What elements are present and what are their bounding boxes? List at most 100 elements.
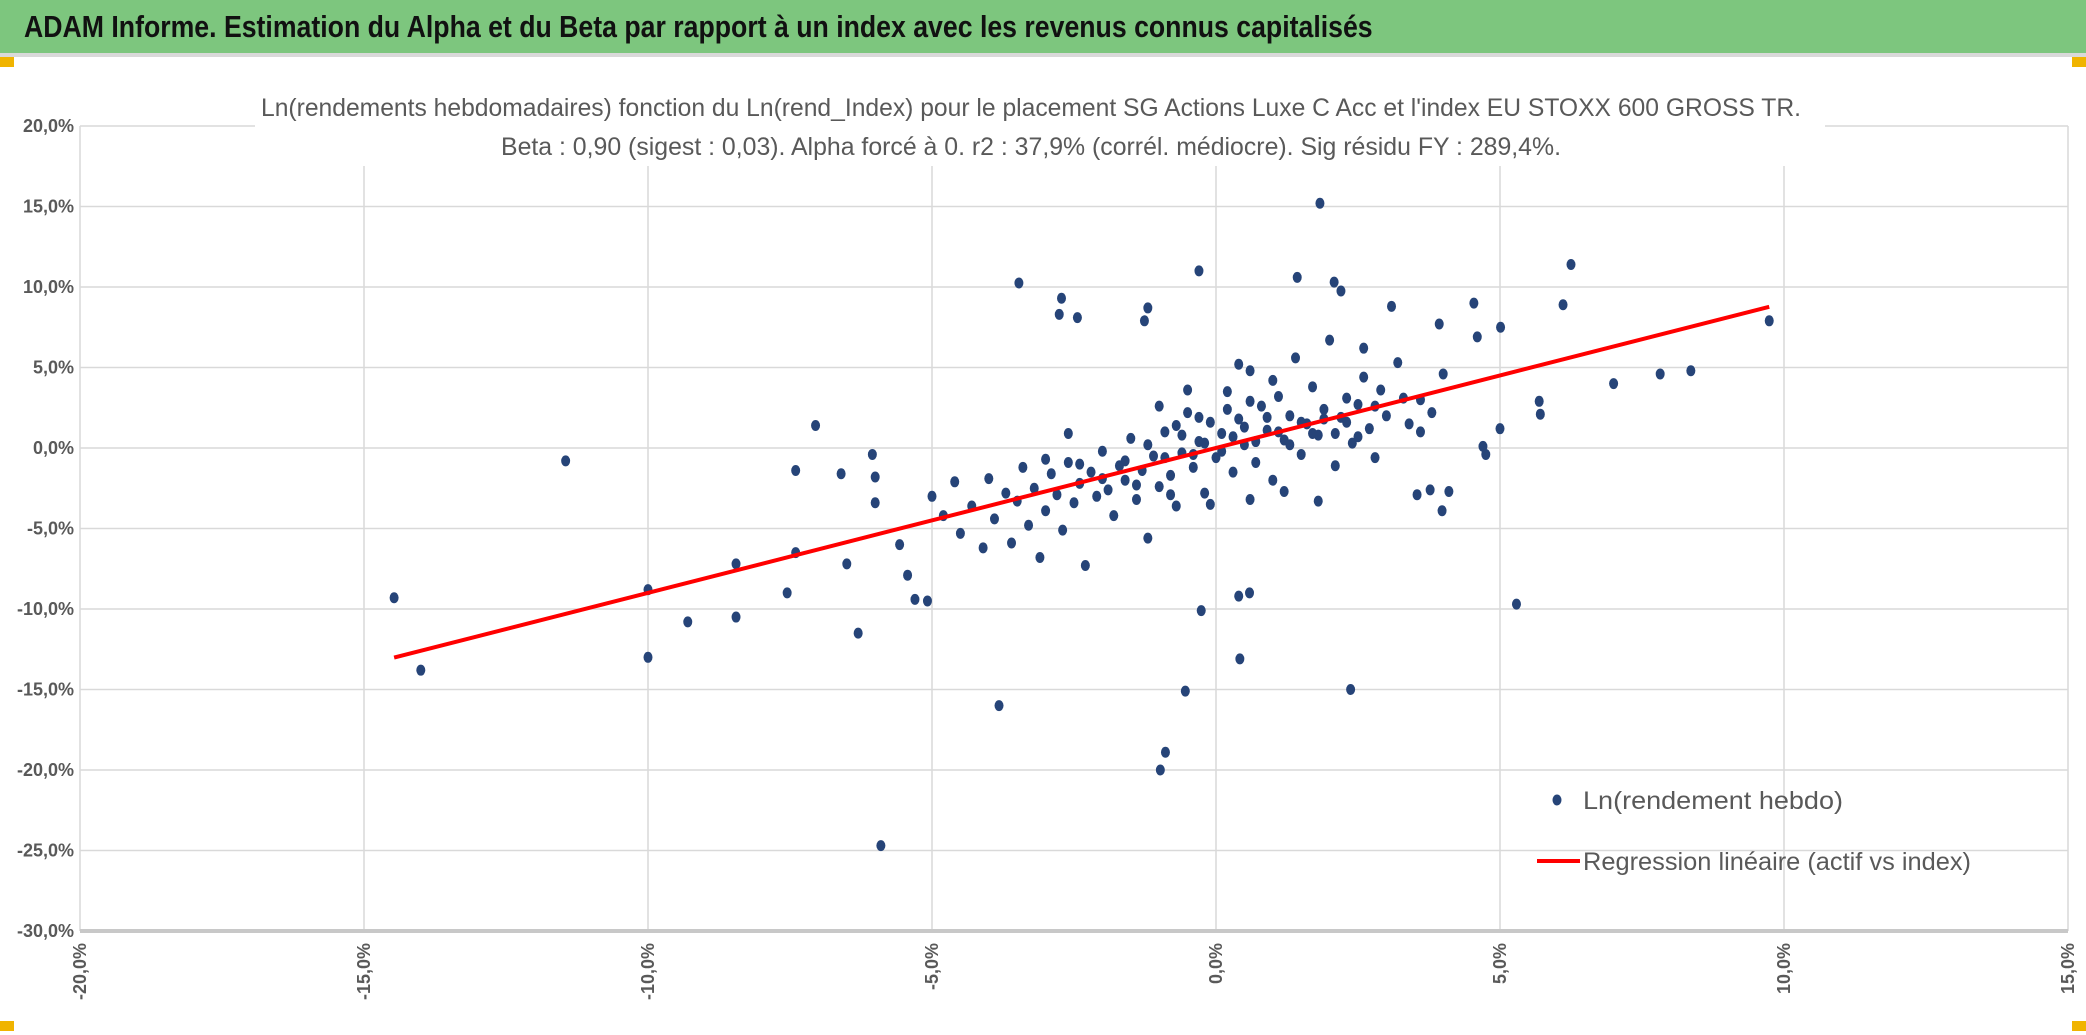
data-point bbox=[927, 490, 937, 502]
data-point bbox=[1472, 331, 1482, 343]
data-point bbox=[903, 569, 913, 581]
data-point bbox=[1217, 428, 1227, 440]
data-point bbox=[1268, 474, 1278, 486]
data-point bbox=[1296, 448, 1306, 460]
data-point bbox=[1222, 403, 1232, 415]
data-point bbox=[1381, 410, 1391, 422]
data-point bbox=[1558, 299, 1568, 311]
data-point bbox=[1041, 453, 1051, 465]
data-point bbox=[1024, 519, 1034, 531]
data-point bbox=[870, 471, 880, 483]
data-point bbox=[1222, 386, 1232, 398]
chart-title: Ln(rendements hebdomadaires) fonction du… bbox=[261, 94, 1801, 122]
data-point bbox=[836, 468, 846, 480]
x-tick-label: -20,0% bbox=[70, 943, 90, 1000]
data-point bbox=[1245, 365, 1255, 377]
data-point bbox=[1342, 392, 1352, 404]
data-point bbox=[1566, 258, 1576, 270]
data-point bbox=[994, 700, 1004, 712]
data-point bbox=[1054, 308, 1064, 320]
data-point bbox=[731, 558, 741, 570]
data-point bbox=[1063, 456, 1073, 468]
data-point bbox=[1609, 378, 1619, 390]
y-tick-label: -10,0% bbox=[17, 599, 74, 619]
data-point bbox=[791, 465, 801, 477]
data-point bbox=[1154, 400, 1164, 412]
data-point bbox=[1285, 439, 1295, 451]
data-point bbox=[1370, 452, 1380, 464]
data-point bbox=[870, 497, 880, 509]
data-point bbox=[1427, 407, 1437, 419]
data-point bbox=[1194, 265, 1204, 277]
data-point bbox=[1273, 390, 1283, 402]
data-point bbox=[1072, 312, 1082, 324]
y-tick-label: -15,0% bbox=[17, 680, 74, 700]
data-point bbox=[1018, 461, 1028, 473]
report-header: ADAM Informe. Estimation du Alpha et du … bbox=[0, 0, 2086, 57]
data-point bbox=[1063, 428, 1073, 440]
data-point bbox=[1353, 431, 1363, 443]
data-point bbox=[1245, 494, 1255, 506]
data-point bbox=[984, 473, 994, 485]
data-point bbox=[1097, 445, 1107, 457]
data-point bbox=[1268, 374, 1278, 386]
data-point bbox=[1109, 510, 1119, 522]
data-point bbox=[1496, 321, 1506, 333]
data-point bbox=[1495, 423, 1505, 435]
selection-handle[interactable] bbox=[2072, 57, 2086, 67]
data-point bbox=[1143, 532, 1153, 544]
data-point bbox=[1308, 381, 1318, 393]
data-point bbox=[1160, 426, 1170, 438]
data-point bbox=[1228, 431, 1238, 443]
data-point bbox=[1052, 489, 1062, 501]
data-point bbox=[1205, 498, 1215, 510]
legend-marker-scatter bbox=[1552, 794, 1562, 806]
data-point bbox=[1425, 484, 1435, 496]
selection-handle[interactable] bbox=[0, 57, 14, 67]
y-tick-label: -20,0% bbox=[17, 760, 74, 780]
y-tick-label: 20,0% bbox=[23, 116, 74, 136]
data-point bbox=[1330, 460, 1340, 472]
data-point bbox=[1196, 605, 1206, 617]
y-tick-label: -30,0% bbox=[17, 921, 74, 941]
data-point bbox=[1346, 684, 1356, 695]
data-point bbox=[1686, 365, 1696, 377]
data-point bbox=[1245, 587, 1255, 599]
data-point bbox=[1131, 494, 1141, 506]
data-point bbox=[1160, 746, 1170, 758]
data-point bbox=[1139, 315, 1149, 327]
data-point bbox=[1194, 411, 1204, 423]
data-point bbox=[1103, 484, 1113, 496]
y-tick-label: -5,0% bbox=[27, 519, 74, 539]
data-point bbox=[1415, 426, 1425, 438]
data-point bbox=[1251, 456, 1261, 468]
data-point bbox=[1239, 421, 1249, 433]
y-tick-label: 5,0% bbox=[33, 358, 74, 378]
data-point bbox=[1469, 297, 1479, 309]
data-point bbox=[1166, 489, 1176, 501]
data-point bbox=[683, 616, 693, 628]
title-background bbox=[255, 92, 1825, 166]
x-tick-label: 10,0% bbox=[1774, 943, 1794, 994]
data-point bbox=[1313, 495, 1323, 507]
data-point bbox=[1126, 432, 1136, 444]
data-point bbox=[1655, 368, 1665, 380]
data-point bbox=[1262, 411, 1272, 423]
legend: Ln(rendement hebdo) Regression linéaire … bbox=[1537, 787, 1971, 876]
data-point bbox=[1200, 487, 1210, 499]
data-point bbox=[867, 448, 877, 460]
scatter-series bbox=[389, 197, 1774, 852]
data-point bbox=[1086, 466, 1096, 478]
data-point bbox=[389, 592, 399, 604]
grid bbox=[79, 125, 2069, 933]
data-point bbox=[1330, 428, 1340, 440]
selection-handle[interactable] bbox=[2072, 1021, 2086, 1031]
data-point bbox=[1234, 590, 1244, 602]
data-point bbox=[1404, 418, 1414, 430]
x-tick-label: -10,0% bbox=[638, 943, 658, 1000]
data-point bbox=[1211, 452, 1221, 464]
data-point bbox=[1256, 400, 1266, 412]
data-point bbox=[1325, 334, 1335, 346]
selection-handle[interactable] bbox=[0, 1021, 14, 1031]
data-point bbox=[1292, 271, 1302, 283]
